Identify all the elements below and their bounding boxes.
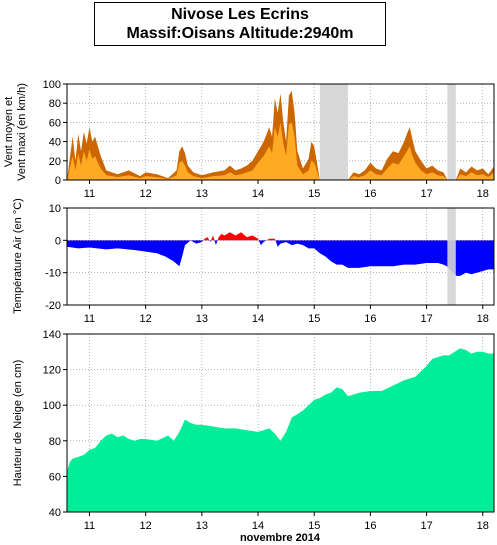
x-axis-label: novembre 2014: [240, 532, 321, 544]
y-axis-label: Température Air (en °C): [12, 198, 24, 314]
y-tick-label: 100: [43, 400, 61, 412]
y-tick-label: 40: [49, 507, 61, 519]
x-tick-label: 18: [477, 313, 489, 325]
y-axis-label: Hauteur de Neige (en cm): [12, 360, 24, 487]
x-tick-label: 15: [308, 520, 320, 532]
x-tick-label: 17: [420, 520, 432, 532]
plot-area: [67, 348, 494, 512]
x-tick-label: 11: [84, 520, 95, 532]
y-tick-label: 120: [43, 365, 61, 377]
x-tick-label: 13: [196, 188, 208, 200]
x-tick-label: 18: [477, 520, 489, 532]
y-tick-label: 20: [49, 156, 61, 168]
x-tick-label: 11: [84, 313, 95, 325]
plot-frame: [66, 207, 495, 306]
x-tick-label: 15: [308, 188, 320, 200]
x-tick-label: 13: [196, 520, 208, 532]
x-tick-label: 11: [84, 188, 95, 200]
missing-data-band: [447, 208, 456, 305]
y-tick-label: 80: [49, 436, 61, 448]
x-tick-label: 14: [252, 188, 264, 200]
x-tick-label: 18: [477, 188, 489, 200]
x-tick-label: 17: [420, 188, 432, 200]
x-tick-label: 13: [196, 313, 208, 325]
snow-depth-area: [67, 348, 494, 512]
plot-area: [67, 84, 494, 180]
y-tick-label: 10: [49, 203, 61, 215]
temperature-negative-area: [67, 240, 494, 276]
wind-mean-area: [67, 122, 494, 180]
y-tick-label: -10: [45, 268, 61, 280]
y-tick-label: 140: [43, 329, 61, 341]
y-axis-label-line2: Vent maxi (en km/h): [16, 83, 28, 181]
x-tick-label: 12: [140, 520, 152, 532]
x-tick-label: 12: [140, 313, 152, 325]
chart-title-box: Nivose Les Ecrins Massif:Oisans Altitude…: [94, 2, 386, 46]
y-tick-label: 40: [49, 137, 61, 149]
temperature-panel: -20 -10 0 10 11 12 13 14 15 16 17 18 Température Air…: [12, 198, 495, 325]
x-tick-label: 14: [252, 313, 264, 325]
x-tick-label: 17: [420, 313, 432, 325]
y-tick-label: 80: [49, 98, 61, 110]
plot-frame: [66, 333, 495, 513]
missing-data-band: [319, 84, 348, 180]
plot-frame: [66, 83, 495, 181]
y-axis-label-line1: Vent moyen et: [3, 97, 15, 167]
missing-data-band: [447, 84, 456, 180]
x-tick-label: 15: [308, 313, 320, 325]
y-tick-label: 0: [55, 175, 61, 187]
y-tick-label: 60: [49, 471, 61, 483]
snow-depth-panel: 40 60 80 100 120 140 11 12 13 14 15 16 17 18 Hauteur d…: [12, 329, 495, 532]
x-tick-label: 14: [252, 520, 264, 532]
wind-panel: 0 20 40 60 80 100 11 12 13 14 15 16 17 18 Vent moyen e…: [3, 79, 495, 200]
x-tick-label: 12: [140, 188, 152, 200]
y-tick-label: -20: [45, 300, 61, 312]
station-title: Nivose Les Ecrins: [171, 6, 309, 23]
plot-area: [67, 208, 494, 305]
y-tick-label: 60: [49, 117, 61, 129]
x-tick-label: 16: [364, 188, 376, 200]
x-tick-label: 16: [364, 313, 376, 325]
y-tick-label: 0: [55, 235, 61, 247]
massif-altitude-title: Massif:Oisans Altitude:2940m: [126, 25, 354, 42]
y-tick-label: 100: [43, 79, 61, 91]
x-tick-label: 16: [364, 520, 376, 532]
